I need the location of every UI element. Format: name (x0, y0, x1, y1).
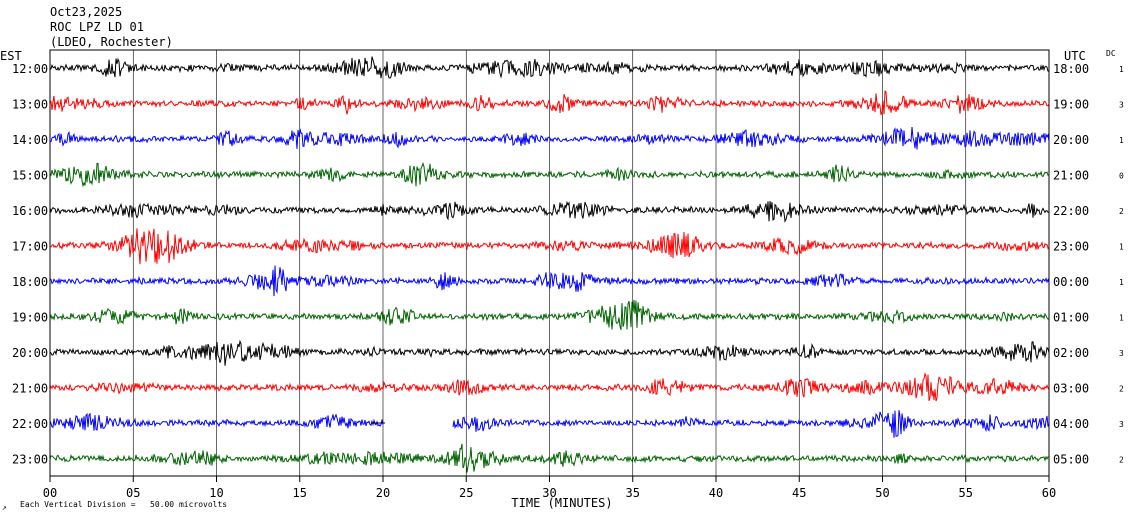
seismic-trace-1300 (49, 90, 1050, 116)
utc-hour-label: 03:00 (1053, 382, 1089, 396)
utc-hour-label: 18:00 (1053, 62, 1089, 76)
header-network: (LDEO, Rochester) (50, 35, 173, 49)
est-hour-label: 22:00 (12, 417, 48, 431)
x-tick-label: 00 (43, 486, 57, 500)
utc-axis-title: UTC (1064, 49, 1086, 63)
seismic-trace-1900 (49, 299, 1050, 331)
seismic-trace-2000 (49, 339, 1050, 366)
est-hour-label: 15:00 (12, 169, 48, 183)
seismic-trace-1500 (49, 161, 1050, 188)
x-tick-label: 40 (709, 486, 723, 500)
est-hour-label: 13:00 (12, 98, 48, 112)
x-tick-label: 35 (626, 486, 640, 500)
est-hour-label: 12:00 (12, 62, 48, 76)
dc-value: 1 (1119, 314, 1124, 323)
utc-hour-label: 22:00 (1053, 204, 1089, 218)
scale-note: Each Vertical Division = 50.00 microvolt… (20, 500, 227, 509)
seismic-trace-1200 (49, 56, 1050, 79)
dc-value: 2 (1119, 456, 1124, 465)
utc-hour-label: 02:00 (1053, 346, 1089, 360)
corner-mark: ↗ (2, 503, 7, 512)
x-tick-label: 20 (376, 486, 390, 500)
dc-value: 1 (1119, 136, 1124, 145)
est-hour-label: 16:00 (12, 204, 48, 218)
dc-value: 1 (1119, 278, 1124, 287)
utc-hour-label: 04:00 (1053, 417, 1089, 431)
x-tick-label: 50 (875, 486, 889, 500)
est-hour-label: 18:00 (12, 275, 48, 289)
header-date: Oct23,2025 (50, 5, 123, 19)
dc-value: 3 (1119, 101, 1124, 110)
dc-value: 1 (1119, 243, 1124, 252)
utc-hour-label: 19:00 (1053, 98, 1089, 112)
utc-hour-label: 21:00 (1053, 169, 1089, 183)
seismic-trace-1600 (49, 200, 1049, 223)
utc-hour-label: 05:00 (1053, 453, 1089, 467)
chart-grid: 00 05 10 15 20 25 30 35 40 45 50 55 60 (43, 49, 1056, 500)
est-hour-label: 20:00 (12, 346, 48, 360)
est-axis-title: EST (0, 49, 22, 63)
seismic-trace-2300 (49, 443, 1050, 473)
x-tick-label: 55 (959, 486, 973, 500)
dc-value: 2 (1119, 207, 1124, 216)
seismic-trace-2100 (49, 372, 1050, 402)
dc-value: 3 (1119, 420, 1124, 429)
seismic-traces (49, 56, 1050, 473)
dc-value: 3 (1119, 349, 1124, 358)
dc-value: 2 (1119, 385, 1124, 394)
dc-axis-title: DC (1106, 49, 1116, 58)
utc-hour-label: 23:00 (1053, 240, 1089, 254)
x-tick-label: 30 (542, 486, 556, 500)
dc-value: 1 (1119, 65, 1124, 74)
seismic-trace-1400 (49, 126, 1050, 150)
header-station: ROC LPZ LD 01 (50, 20, 144, 34)
x-tick-label: 15 (293, 486, 307, 500)
x-tick-label: 10 (209, 486, 223, 500)
utc-hour-label: 20:00 (1053, 133, 1089, 147)
seismic-trace-2200 (49, 410, 1050, 438)
est-hour-label: 19:00 (12, 311, 48, 325)
dc-value: 0 (1119, 172, 1124, 181)
est-hour-label: 14:00 (12, 133, 48, 147)
est-hour-label: 17:00 (12, 240, 48, 254)
seismic-trace-1800 (49, 265, 1050, 297)
utc-hour-label: 00:00 (1053, 275, 1089, 289)
est-hour-label: 21:00 (12, 382, 48, 396)
utc-hour-label: 01:00 (1053, 311, 1089, 325)
chart-labels: 12:00 18:00 113:00 19:00 314:00 20:00 115:00 21… (12, 62, 1124, 467)
seismic-trace-1700 (49, 228, 1050, 265)
x-tick-label: 60 (1042, 486, 1056, 500)
x-tick-label: 25 (459, 486, 473, 500)
x-tick-label: 45 (792, 486, 806, 500)
x-tick-label: 05 (126, 486, 140, 500)
x-axis-label: TIME (MINUTES) (511, 496, 612, 510)
est-hour-label: 23:00 (12, 453, 48, 467)
